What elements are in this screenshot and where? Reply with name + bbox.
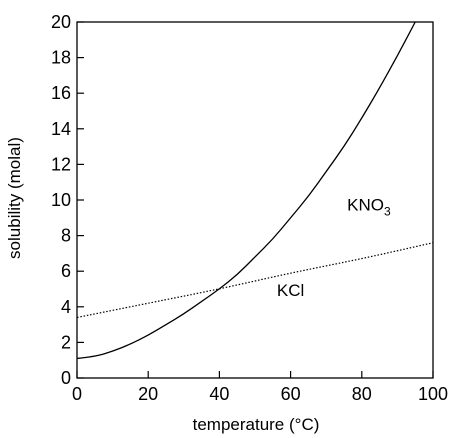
series-labels: KNO3 KCl	[277, 196, 391, 300]
y-tick-label: 0	[61, 368, 71, 388]
tick-marks-and-labels: 0 20 40 60 80 100 0 2 4 6 8 10 12 14 16 18 20	[51, 12, 448, 404]
series-label-kcl: KCl	[277, 281, 304, 300]
x-tick-label: 40	[209, 384, 229, 404]
y-tick-label: 12	[51, 154, 71, 174]
x-axis-label: temperature (°C)	[193, 415, 320, 434]
y-tick-label: 18	[51, 48, 71, 68]
x-tick-label: 80	[352, 384, 372, 404]
series-line-kno3	[76, 21, 416, 360]
y-tick-label: 14	[51, 119, 71, 139]
y-tick-label: 6	[61, 261, 71, 281]
y-axis-label: solubility (molal)	[5, 137, 24, 259]
y-tick-label: 4	[61, 297, 71, 317]
y-tick-label: 2	[61, 332, 71, 352]
series-label-kno3: KNO3	[347, 196, 391, 219]
series-line-kcl	[76, 242, 434, 319]
y-tick-label: 10	[51, 190, 71, 210]
y-tick-label: 8	[61, 226, 71, 246]
data-series	[76, 21, 434, 360]
y-tick-label: 20	[51, 12, 71, 32]
x-tick-label: 60	[281, 384, 301, 404]
x-tick-label: 0	[72, 384, 82, 404]
x-tick-label: 20	[138, 384, 158, 404]
y-tick-label: 16	[51, 83, 71, 103]
x-tick-label: 100	[418, 384, 448, 404]
